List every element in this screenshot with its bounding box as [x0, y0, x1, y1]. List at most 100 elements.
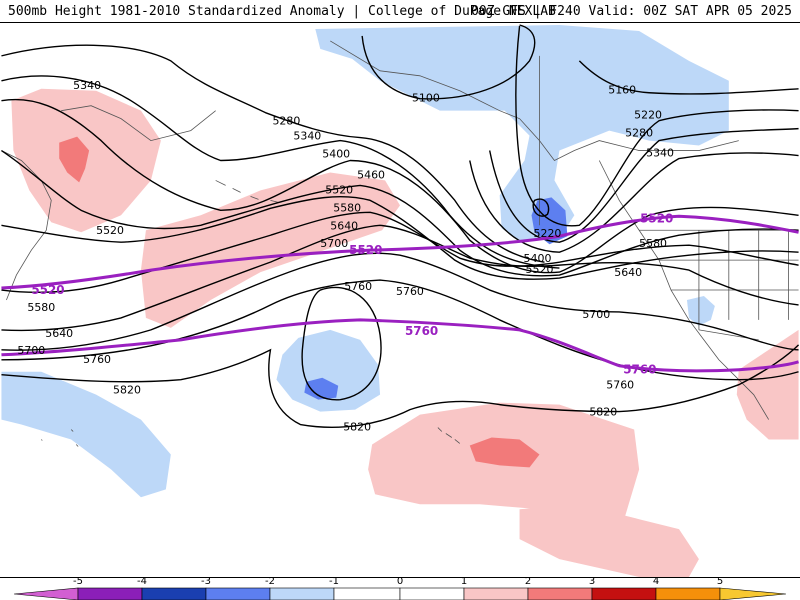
- swatch-pos5: [719, 587, 787, 600]
- anomaly-map: 5100 5160 5220 5280 5340 5340 5280 5340 …: [0, 22, 800, 578]
- negative-anomaly-west-pacific: [1, 371, 171, 498]
- anomaly-shading: [1, 24, 799, 577]
- swatch-zero-high: [399, 587, 465, 600]
- swatch-zero-low: [333, 587, 401, 600]
- label-5640-b: 5640: [45, 327, 73, 340]
- positive-anomaly-core-northwest: [59, 136, 90, 183]
- purple-label-5520-c: 5520: [640, 211, 673, 225]
- purple-label-5520-b: 5520: [349, 243, 382, 257]
- aleutian-islands: [215, 180, 279, 203]
- tick-pos2: 2: [525, 576, 531, 587]
- tick-neg3: -3: [201, 576, 211, 587]
- tick-pos1: 1: [461, 576, 467, 587]
- purple-5760-contour: [1, 318, 799, 373]
- label-5220-a: 5220: [634, 109, 662, 122]
- tick-neg2: -2: [265, 576, 275, 587]
- swatch-neg2: [205, 587, 271, 600]
- contour-5460: [1, 149, 799, 277]
- positive-anomaly-south: [519, 504, 699, 577]
- swatch-pos2: [527, 587, 593, 600]
- contour-5700: [1, 252, 799, 351]
- height-contours: [1, 24, 800, 428]
- contour-5640: [1, 224, 799, 332]
- asia-coastline: [1, 105, 216, 301]
- swatch-neg1: [269, 587, 335, 600]
- positive-anomaly-central-band: [140, 172, 401, 328]
- contour-5580: [1, 211, 799, 294]
- label-5760-b: 5760: [344, 280, 372, 293]
- tick-pos5: 5: [717, 576, 723, 587]
- swatch-neg3: [141, 587, 207, 600]
- label-5580-a: 5580: [333, 201, 361, 214]
- purple-5520-contour: [1, 214, 799, 290]
- hawaii-islands: [437, 427, 461, 444]
- positive-anomaly-core-hawaii: [469, 437, 540, 468]
- label-5640-a: 5640: [330, 219, 358, 232]
- contour-5160: [578, 60, 799, 95]
- contour-5280-west: [1, 44, 545, 263]
- tick-neg4: -4: [137, 576, 147, 587]
- label-5580-c: 5580: [639, 237, 667, 250]
- label-5520-b: 5520: [96, 224, 124, 237]
- swatch-neg5: [13, 587, 79, 600]
- label-5640-c: 5640: [614, 266, 642, 279]
- label-5820-c: 5820: [343, 421, 371, 434]
- negative-anomaly-north-pacific: [315, 24, 729, 241]
- swatch-neg4: [77, 587, 143, 600]
- contour-5100: [361, 24, 536, 100]
- label-5280-a: 5280: [625, 127, 653, 140]
- label-5100: 5100: [412, 92, 440, 105]
- label-5820-b: 5820: [589, 406, 617, 419]
- contour-5820: [1, 344, 800, 428]
- label-5340-c: 5340: [293, 130, 321, 143]
- negative-anomaly-california: [686, 296, 715, 326]
- tick-zero: 0: [397, 576, 403, 587]
- label-5340-a: 5340: [646, 147, 674, 160]
- highlight-labels: 5520 5520 5520 5760 5760: [31, 211, 673, 376]
- contour-5340-west: [1, 75, 560, 269]
- tick-pos3: 3: [589, 576, 595, 587]
- colorbar-swatches: [13, 587, 787, 600]
- contour-5280-east: [488, 127, 799, 243]
- label-5760-d: 5760: [606, 379, 634, 392]
- negative-anomaly-core-subtropics: [304, 377, 339, 400]
- anomaly-colorbar: -5 -4 -3 -2 -1 0 1 2 3 4 5: [13, 576, 787, 600]
- label-5280-b: 5280: [272, 115, 300, 128]
- label-5760-c: 5760: [396, 285, 424, 298]
- label-5400-b: 5400: [524, 252, 552, 265]
- label-5160: 5160: [608, 84, 636, 97]
- label-5220-b: 5220: [534, 227, 562, 240]
- label-5460: 5460: [357, 168, 385, 181]
- negative-anomaly-core-gulf: [531, 197, 568, 245]
- label-5820-a: 5820: [113, 384, 141, 397]
- run-valid-time: 00Z GFS | F240 Valid: 00Z SAT APR 05 202…: [471, 4, 792, 19]
- colorbar-tick-labels: -5 -4 -3 -2 -1 0 1 2 3 4 5: [73, 576, 723, 587]
- highlight-contours: [1, 214, 799, 373]
- label-5400-a: 5400: [322, 148, 350, 161]
- label-5760-a: 5760: [83, 353, 111, 366]
- contour-closed-low-gulf: [532, 198, 550, 217]
- label-5700-a: 5700: [320, 237, 348, 250]
- purple-label-5760-b: 5760: [623, 363, 656, 377]
- contour-5220-east: [515, 25, 799, 227]
- swatch-pos3: [591, 587, 657, 600]
- label-5700-b: 5700: [17, 344, 45, 357]
- label-5520-a: 5520: [325, 183, 353, 196]
- contour-5520: [1, 196, 799, 280]
- map-title: 500mb Height 1981-2010 Standardized Anom…: [8, 4, 556, 19]
- contour-labels: 5100 5160 5220 5280 5340 5340 5280 5340 …: [17, 79, 674, 434]
- swatch-pos1: [463, 587, 529, 600]
- label-5700-c: 5700: [582, 308, 610, 321]
- label-5340-b: 5340: [73, 79, 101, 92]
- contour-5760-south: [1, 279, 799, 381]
- tick-pos4: 4: [653, 576, 659, 587]
- contour-5400: [1, 98, 799, 274]
- purple-label-5760-a: 5760: [405, 324, 438, 338]
- swatch-pos4: [655, 587, 721, 600]
- label-5580-b: 5580: [27, 301, 55, 314]
- contour-5760-ring: [301, 286, 382, 401]
- tick-neg1: -1: [329, 576, 339, 587]
- tick-neg5: -5: [73, 576, 83, 587]
- label-5520-c: 5520: [526, 263, 554, 276]
